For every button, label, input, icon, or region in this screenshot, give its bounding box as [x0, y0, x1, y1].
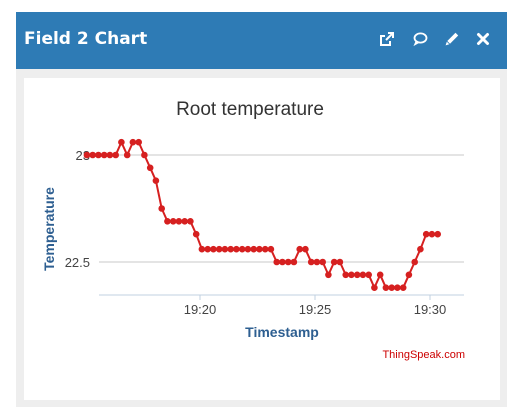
data-point[interactable]	[250, 245, 257, 253]
data-point[interactable]	[353, 271, 361, 279]
x-tick-label: 19:20	[184, 302, 217, 317]
widget-title: Field 2 Chart	[24, 29, 148, 49]
data-point[interactable]	[290, 258, 298, 266]
data-point[interactable]	[204, 245, 211, 253]
data-point[interactable]	[359, 271, 367, 279]
chart-card: Root temperature 23 22.5 19:20 19:25 19:…	[24, 78, 500, 400]
data-point[interactable]	[434, 230, 442, 238]
data-point[interactable]	[284, 258, 292, 266]
data-point[interactable]	[382, 284, 390, 291]
data-point[interactable]	[399, 284, 407, 291]
series-group	[83, 138, 442, 291]
data-point[interactable]	[169, 218, 177, 225]
data-point[interactable]	[89, 151, 96, 159]
data-point[interactable]	[123, 151, 131, 159]
data-point[interactable]	[296, 245, 304, 253]
data-point[interactable]	[256, 245, 263, 253]
line-chart: Root temperature 23 22.5 19:20 19:25 19:…	[41, 99, 465, 361]
data-point[interactable]	[192, 230, 200, 238]
series-line	[86, 139, 438, 291]
x-axis-label: Timestamp	[245, 324, 319, 340]
data-point[interactable]	[388, 284, 396, 291]
data-point[interactable]	[146, 164, 154, 172]
data-point[interactable]	[106, 151, 114, 159]
data-point[interactable]	[422, 230, 430, 238]
data-point[interactable]	[141, 151, 148, 159]
y-axis-label: Temperature	[41, 187, 57, 271]
data-point[interactable]	[365, 271, 373, 279]
external-link-icon[interactable]	[377, 29, 397, 49]
data-point[interactable]	[279, 258, 286, 266]
data-point[interactable]	[261, 245, 269, 253]
y-tick-label: 22.5	[65, 255, 90, 270]
data-point[interactable]	[376, 271, 384, 279]
data-point[interactable]	[158, 205, 165, 212]
data-point[interactable]	[313, 258, 321, 266]
data-point[interactable]	[302, 245, 309, 253]
data-point[interactable]	[221, 245, 229, 253]
data-point[interactable]	[330, 258, 338, 266]
data-point[interactable]	[428, 230, 436, 238]
data-point[interactable]	[307, 258, 315, 266]
data-point[interactable]	[319, 258, 327, 266]
data-point[interactable]	[325, 271, 332, 279]
data-point[interactable]	[227, 245, 234, 253]
widget-header: Field 2 Chart	[16, 12, 507, 69]
edit-icon[interactable]	[442, 29, 462, 49]
data-point[interactable]	[152, 177, 160, 184]
data-point[interactable]	[348, 271, 355, 279]
data-point[interactable]	[371, 284, 378, 291]
data-point[interactable]	[118, 138, 125, 146]
data-point[interactable]	[95, 151, 102, 159]
data-point[interactable]	[394, 284, 401, 291]
data-point[interactable]	[175, 218, 183, 225]
data-point[interactable]	[164, 218, 171, 225]
data-point[interactable]	[198, 245, 206, 253]
data-point[interactable]	[417, 245, 424, 253]
data-point[interactable]	[135, 138, 142, 146]
data-point[interactable]	[273, 258, 280, 266]
data-point[interactable]	[112, 151, 119, 159]
data-point[interactable]	[336, 258, 344, 266]
data-point[interactable]	[405, 271, 413, 279]
data-point[interactable]	[181, 218, 188, 225]
close-icon[interactable]	[473, 29, 493, 49]
data-point[interactable]	[244, 245, 252, 253]
data-point[interactable]	[267, 245, 275, 253]
data-point[interactable]	[215, 245, 223, 253]
data-point[interactable]	[100, 151, 108, 159]
data-point[interactable]	[187, 218, 194, 225]
data-point[interactable]	[411, 258, 419, 266]
data-point[interactable]	[83, 151, 91, 159]
data-point[interactable]	[233, 245, 240, 253]
comment-icon[interactable]	[410, 29, 430, 49]
data-point[interactable]	[238, 245, 246, 253]
x-tick-label: 19:30	[414, 302, 447, 317]
chart-title: Root temperature	[176, 99, 324, 120]
x-tick-label: 19:25	[299, 302, 332, 317]
chart-widget: Field 2 Chart	[16, 12, 507, 407]
data-point[interactable]	[129, 138, 137, 146]
data-point[interactable]	[342, 271, 350, 279]
data-point[interactable]	[210, 245, 217, 253]
credit-link[interactable]: ThingSpeak.com	[382, 349, 465, 361]
